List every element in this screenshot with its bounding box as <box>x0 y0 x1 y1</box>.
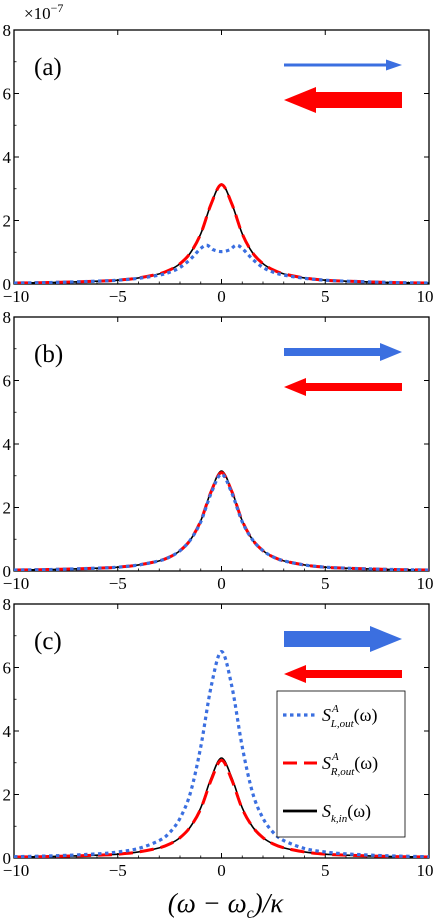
arrow-shaft-left <box>316 92 402 108</box>
y-tick-label: 4 <box>3 722 12 741</box>
y-tick-label: 0 <box>3 562 12 581</box>
x-tick-label: 0 <box>217 287 226 306</box>
arrow-shaft-right <box>284 348 380 356</box>
legend-tail: (ω) <box>354 753 378 774</box>
x-tick-label: −5 <box>109 861 127 880</box>
legend-sup: A <box>331 751 339 763</box>
panel-a: −10 −5 0 5 10 0 2 4 6 8 ×10−7 (a) <box>3 1 434 306</box>
y-tick-label: 2 <box>3 499 12 518</box>
arrow-head-left <box>284 665 306 683</box>
y-tick-label: 8 <box>3 308 12 327</box>
x-label-sub: c <box>247 905 254 922</box>
x-tick-label: −10 <box>3 287 30 306</box>
x-tick-label: −5 <box>109 287 127 306</box>
panel-b: −10 −5 0 5 10 0 2 4 6 8 (b) <box>3 308 434 593</box>
x-tick-label: −10 <box>3 574 30 593</box>
exponent-base: ×10 <box>24 4 51 23</box>
legend-label-s-r-out: SA R,out(ω) <box>322 751 378 778</box>
series-group <box>14 183 429 284</box>
y-tick-label: 8 <box>3 595 12 614</box>
x-tick-label: 10 <box>417 861 434 880</box>
x-tick-label: −10 <box>3 861 30 880</box>
arrow-head-right <box>386 59 402 71</box>
x-label-part: )/κ <box>252 888 284 918</box>
x-tick-label: 10 <box>417 574 434 593</box>
x-tick-label: 5 <box>321 574 330 593</box>
y-tick-label: 8 <box>3 21 12 40</box>
plot-frame <box>13 29 430 285</box>
y-tick-label: 6 <box>3 85 12 104</box>
series-line-s-l-out <box>14 472 429 571</box>
legend-label-s-l-out: SA L,out(ω) <box>322 703 378 730</box>
arrow-shaft-left <box>306 383 402 391</box>
series-line-s-r-out <box>14 758 429 858</box>
arrow-head-right <box>370 626 402 652</box>
series-group <box>14 470 429 571</box>
panel-label: (a) <box>34 54 62 81</box>
x-axis-label: (ω − ωc)/κ <box>168 888 284 922</box>
y-tick-label: 0 <box>3 849 12 868</box>
y-tick-label: 4 <box>3 435 12 454</box>
series-group <box>14 650 429 858</box>
series-line-s-l-out <box>14 243 429 284</box>
series-line-s-k-in <box>14 183 429 284</box>
legend-sup: A <box>331 703 339 715</box>
arrow-shaft-left <box>306 670 402 678</box>
exponent-label: ×10−7 <box>24 1 63 23</box>
legend-tail: (ω) <box>347 801 371 822</box>
legend-main: S <box>322 705 331 725</box>
series-line-s-l-out <box>14 650 429 858</box>
x-tick-label: −5 <box>109 574 127 593</box>
legend-main: S <box>322 801 331 821</box>
legend-sub: L,out <box>330 718 355 730</box>
exponent-power: −7 <box>51 1 64 15</box>
arrow-shaft-right <box>284 631 370 647</box>
arrow-head-right <box>380 343 402 361</box>
panel-label: (b) <box>34 341 63 368</box>
x-tick-label: 0 <box>217 574 226 593</box>
series-line-s-k-in <box>14 470 429 571</box>
series-line-s-r-out <box>14 471 429 571</box>
panel-label: (c) <box>34 628 62 655</box>
x-tick-label: 0 <box>217 861 226 880</box>
x-tick-label: 5 <box>321 287 330 306</box>
legend-tail: (ω) <box>354 705 378 726</box>
arrow-head-left <box>284 87 316 113</box>
y-tick-label: 2 <box>3 212 12 231</box>
legend-main: S <box>322 753 331 773</box>
arrow-shaft-right <box>284 63 386 67</box>
legend-sub: R,out <box>330 766 355 778</box>
series-line-s-r-out <box>14 183 429 284</box>
legend-label-s-k-in: Sk,in(ω) <box>322 801 371 825</box>
arrow-head-left <box>284 378 306 396</box>
x-label-part: (ω − ω <box>168 888 247 918</box>
legend-sub: k,in <box>331 813 348 825</box>
y-tick-label: 0 <box>3 275 12 294</box>
x-tick-label: 5 <box>321 861 330 880</box>
y-tick-label: 6 <box>3 659 12 678</box>
y-tick-label: 6 <box>3 372 12 391</box>
x-tick-label: 10 <box>417 287 434 306</box>
y-tick-label: 4 <box>3 148 12 167</box>
y-tick-label: 2 <box>3 786 12 805</box>
